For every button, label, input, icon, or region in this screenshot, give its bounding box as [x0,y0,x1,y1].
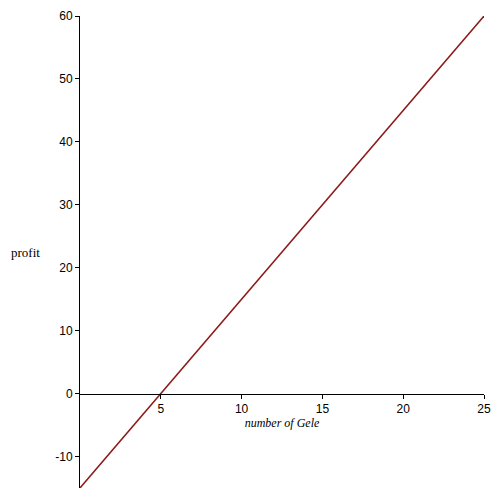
svg-text:20: 20 [59,261,73,275]
svg-text:20: 20 [397,402,411,416]
svg-text:5: 5 [157,402,164,416]
svg-text:10: 10 [235,402,249,416]
svg-text:15: 15 [316,402,330,416]
svg-text:-10: -10 [55,450,73,464]
svg-text:30: 30 [59,198,73,212]
svg-text:profit: profit [11,245,40,260]
svg-text:10: 10 [59,324,73,338]
svg-text:number of Gele: number of Gele [245,416,320,430]
svg-text:25: 25 [477,402,491,416]
svg-text:0: 0 [66,387,73,401]
svg-text:50: 50 [59,72,73,86]
svg-text:40: 40 [59,135,73,149]
svg-text:60: 60 [59,9,73,23]
